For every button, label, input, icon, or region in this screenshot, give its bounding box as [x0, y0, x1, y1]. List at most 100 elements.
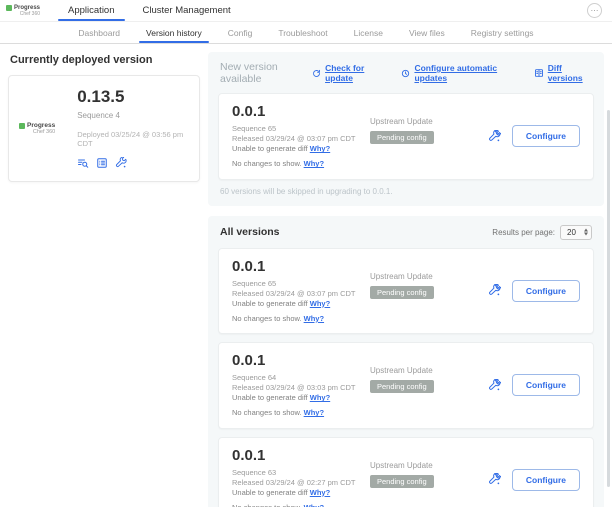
changes-note: No changes to show. — [232, 313, 302, 323]
new-version-panel: New version available Check for update C… — [208, 52, 604, 206]
diff-icon — [534, 68, 544, 78]
edit-config-wrench-icon[interactable] — [488, 378, 501, 392]
diff-why-link[interactable]: Why? — [309, 144, 331, 154]
changes-why-link[interactable]: Why? — [303, 408, 325, 418]
diff-note-line: Unable to generate diff Why? — [232, 144, 370, 154]
version-released: Released 03/29/24 @ 03:03 pm CDT — [232, 383, 356, 393]
new-version-rows: 0.0.1 Sequence 65 Released 03/29/24 @ 03… — [218, 93, 594, 180]
app-logo: Progress Chef 360 — [6, 0, 40, 21]
version-row: 0.0.1 Sequence 65 Released 03/29/24 @ 03… — [218, 93, 594, 180]
subnav-item[interactable]: View files — [408, 27, 445, 38]
deployed-version-card: Progress Chef 360 0.13.5 Sequence 4 Depl… — [8, 75, 200, 182]
edit-config-wrench-icon[interactable] — [488, 284, 501, 297]
check-for-update-label: Check for update — [325, 63, 365, 83]
topnav-spacer — [245, 0, 587, 21]
version-info: 0.0.1 Sequence 65 Released 03/29/24 @ 03… — [232, 258, 370, 325]
version-released: Released 03/29/24 @ 03:07 pm CDT — [232, 288, 356, 298]
diff-note-line: Unable to generate diff Why? — [232, 393, 370, 403]
diff-note-line: Unable to generate diff Why? — [232, 299, 370, 309]
edit-config-wrench-icon[interactable] — [115, 156, 127, 169]
deployed-details: 0.13.5 Sequence 4 Deployed 03/25/24 @ 03… — [77, 87, 189, 169]
version-source: Upstream Update — [370, 366, 433, 375]
diff-versions-link[interactable]: Diff versions — [534, 63, 592, 83]
config-checklist-icon[interactable] — [96, 157, 108, 169]
vertical-scrollbar[interactable] — [607, 46, 610, 505]
version-number: 0.0.1 — [232, 352, 266, 369]
deployed-sequence: Sequence 4 — [77, 110, 120, 120]
subnav-item[interactable]: Version history — [133, 22, 215, 43]
changes-note-line: No changes to show.Why? — [232, 503, 370, 507]
results-per-page-select[interactable]: 20 — [560, 224, 592, 240]
version-number: 0.0.1 — [232, 257, 266, 275]
version-sequence: Sequence 65 — [232, 124, 277, 133]
status-badge: Pending config — [370, 285, 434, 299]
status-badge: Pending config — [370, 380, 434, 393]
changes-note-line: No changes to show.Why? — [232, 408, 370, 418]
diff-note: Unable to generate diff — [232, 298, 308, 308]
changes-note: No changes to show. — [232, 408, 302, 418]
version-source: Upstream Update — [370, 117, 433, 126]
more-menu-button[interactable]: ⋯ — [587, 3, 602, 18]
version-row: 0.0.1 Sequence 65 Released 03/29/24 @ 03… — [218, 247, 594, 334]
version-actions: Configure — [488, 374, 580, 397]
deployed-app-logo: Progress Chef 360 — [19, 88, 55, 169]
changes-note: No changes to show. — [232, 159, 302, 169]
version-source: Upstream Update — [370, 460, 433, 470]
deployed-logo-sub: Chef 360 — [32, 129, 56, 136]
changes-why-link[interactable]: Why? — [304, 503, 324, 507]
logo-sub-text: Chef 360 — [19, 10, 41, 17]
subnav-item[interactable]: Dashboard — [78, 27, 121, 38]
sub-nav: Dashboard Version history Config Trouble… — [0, 22, 612, 44]
version-status: Upstream Update Pending config — [370, 366, 488, 394]
version-row: 0.0.1 Sequence 63 Released 03/29/24 @ 02… — [218, 436, 594, 507]
version-source: Upstream Update — [370, 271, 433, 281]
configure-button[interactable]: Configure — [511, 279, 580, 302]
top-nav-tab[interactable]: Application — [54, 0, 128, 21]
scrollbar-thumb[interactable] — [607, 110, 610, 487]
subnav-item[interactable]: Registry settings — [470, 27, 534, 38]
changes-note: No changes to show. — [232, 503, 302, 507]
changes-note-line: No changes to show.Why? — [232, 159, 370, 169]
top-nav: Progress Chef 360 Application Cluster Ma… — [0, 0, 612, 22]
subnav-item[interactable]: License — [353, 27, 383, 38]
diff-why-link[interactable]: Why? — [309, 487, 331, 497]
configure-button[interactable]: Configure — [511, 125, 580, 148]
configure-button[interactable]: Configure — [511, 468, 580, 491]
version-info: 0.0.1 Sequence 65 Released 03/29/24 @ 03… — [232, 103, 370, 170]
diff-versions-label: Diff versions — [547, 63, 583, 83]
version-number: 0.0.1 — [232, 103, 266, 120]
edit-config-wrench-icon[interactable] — [488, 129, 501, 143]
all-versions-header: All versions Results per page: 20 — [220, 224, 592, 240]
all-versions-panel: All versions Results per page: 20 0.0.1 … — [208, 215, 604, 507]
configure-button[interactable]: Configure — [511, 374, 580, 397]
version-number: 0.0.1 — [232, 446, 266, 464]
version-status: Upstream Update Pending config — [370, 272, 488, 300]
subnav-item[interactable]: Troubleshoot — [278, 27, 328, 38]
changes-why-link[interactable]: Why? — [303, 159, 325, 169]
diff-why-link[interactable]: Why? — [309, 393, 331, 403]
configure-automatic-updates-link[interactable]: Configure automatic updates — [401, 63, 517, 83]
changes-why-link[interactable]: Why? — [303, 313, 325, 323]
diff-note-line: Unable to generate diff Why? — [232, 488, 370, 498]
changes-note-line: No changes to show.Why? — [232, 314, 370, 324]
view-diff-icon[interactable] — [77, 157, 89, 169]
version-sequence: Sequence 63 — [232, 467, 277, 477]
skip-versions-note: 60 versions will be skipped in upgrading… — [220, 186, 393, 196]
diff-note: Unable to generate diff — [232, 487, 308, 497]
versions-column: New version available Check for update C… — [208, 52, 604, 507]
logo-brand-text: Progress — [14, 4, 41, 11]
diff-note: Unable to generate diff — [232, 393, 308, 403]
check-for-update-link[interactable]: Check for update — [312, 63, 385, 83]
status-badge: Pending config — [370, 131, 434, 144]
results-per-page-label: Results per page: — [492, 227, 555, 237]
auto-update-clock-icon — [401, 69, 410, 78]
deployed-timestamp: Deployed 03/25/24 @ 03:56 pm CDT — [77, 129, 184, 148]
top-nav-tab[interactable]: Cluster Management — [142, 5, 231, 16]
progress-logo-icon — [19, 123, 25, 130]
all-versions-rows: 0.0.1 Sequence 65 Released 03/29/24 @ 03… — [218, 247, 594, 507]
edit-config-wrench-icon[interactable] — [488, 473, 501, 486]
subnav-item[interactable]: Config — [227, 27, 253, 38]
configure-automatic-updates-label: Configure automatic updates — [414, 63, 498, 83]
new-version-title: New version available — [220, 61, 278, 85]
diff-why-link[interactable]: Why? — [309, 298, 331, 308]
